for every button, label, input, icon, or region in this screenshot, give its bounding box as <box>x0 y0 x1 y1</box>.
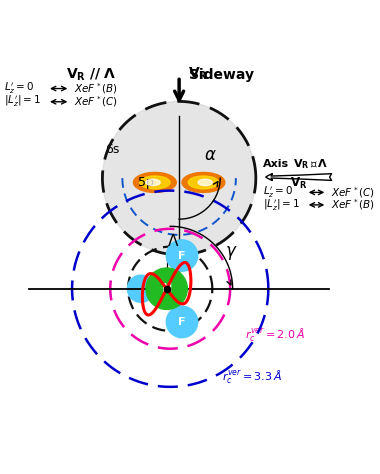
Text: $L_z'=0$: $L_z'=0$ <box>263 185 293 200</box>
Circle shape <box>166 240 198 271</box>
Text: $\mathbf{V_R \perp \Lambda}$: $\mathbf{V_R \perp \Lambda}$ <box>293 157 329 171</box>
Text: $\mathbf{V_R}$: $\mathbf{V_R}$ <box>290 175 307 191</box>
Text: 6s: 6s <box>105 143 120 156</box>
Text: $XeF^*(B)$: $XeF^*(B)$ <box>74 81 117 96</box>
Text: N: N <box>162 282 172 295</box>
Ellipse shape <box>133 173 176 192</box>
Text: $L_z'=0$: $L_z'=0$ <box>4 81 35 96</box>
Text: $XeF^*(C)$: $XeF^*(C)$ <box>331 185 375 200</box>
Ellipse shape <box>140 176 170 189</box>
Ellipse shape <box>182 173 225 192</box>
Circle shape <box>127 275 155 302</box>
Text: $XeF^*(B)$: $XeF^*(B)$ <box>331 198 375 212</box>
Text: $\Lambda$: $\Lambda$ <box>166 233 179 249</box>
Text: $\mathbf{V_R\ //\ \Lambda}$: $\mathbf{V_R\ //\ \Lambda}$ <box>66 66 117 83</box>
Text: F: F <box>178 251 186 261</box>
Text: $r_c^{ver}=2.0\,\AA$: $r_c^{ver}=2.0\,\AA$ <box>245 326 305 343</box>
Text: $\gamma$: $\gamma$ <box>225 244 237 262</box>
Text: $\alpha$: $\alpha$ <box>204 146 217 164</box>
Text: $r_c^{ver}=3.3\,\AA$: $r_c^{ver}=3.3\,\AA$ <box>222 368 282 385</box>
Circle shape <box>166 306 198 337</box>
Ellipse shape <box>198 179 212 186</box>
Text: F: F <box>178 317 186 327</box>
Text: $\mathbf{V_R}$: $\mathbf{V_R}$ <box>188 65 208 82</box>
Circle shape <box>102 101 256 255</box>
Text: $|L_z'|=1$: $|L_z'|=1$ <box>263 197 300 212</box>
Text: Axis: Axis <box>263 159 289 169</box>
Text: 5p: 5p <box>138 176 154 189</box>
Text: $|L_z'|=1$: $|L_z'|=1$ <box>4 94 41 109</box>
Circle shape <box>146 268 187 310</box>
Ellipse shape <box>188 176 218 189</box>
Text: Sideway: Sideway <box>190 68 255 82</box>
Text: $XeF^*(C)$: $XeF^*(C)$ <box>74 94 118 109</box>
Ellipse shape <box>146 179 160 186</box>
